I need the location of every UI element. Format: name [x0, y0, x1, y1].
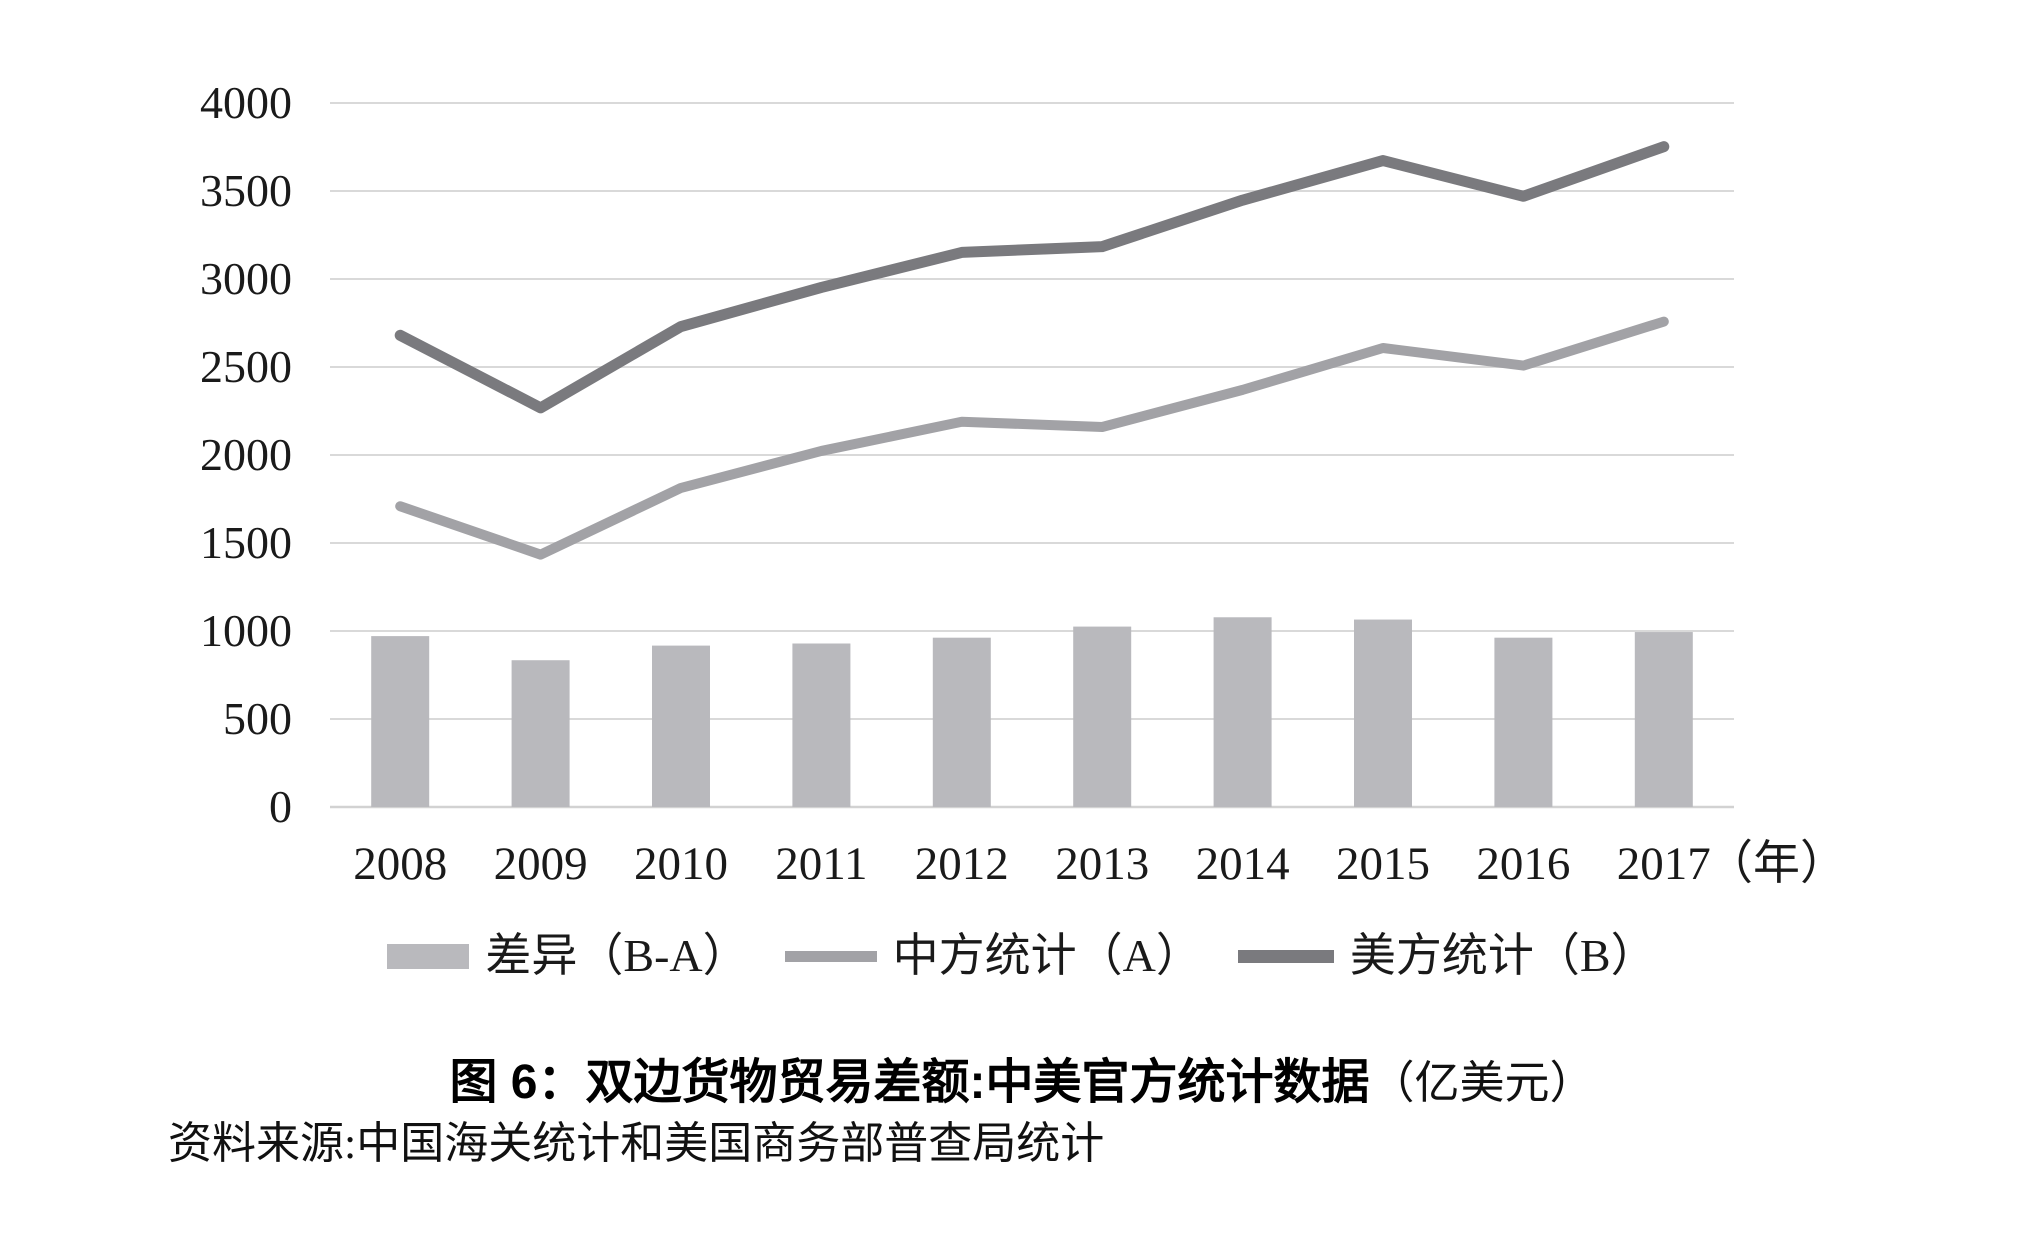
y-tick-label: 3500: [200, 165, 292, 216]
x-tick-label: 2016: [1476, 838, 1571, 890]
legend-line-swatch-icon: [1237, 949, 1334, 963]
bar-2008: [371, 636, 430, 807]
bar-2011: [792, 643, 851, 807]
y-tick-label: 4000: [200, 77, 292, 128]
bar-2015: [1354, 619, 1412, 807]
y-tick-label: 2000: [200, 429, 292, 480]
legend-label: 差异（B-A）: [485, 930, 749, 981]
legend-bar-swatch-icon: [387, 943, 470, 969]
legend-item: 美方统计（B）: [1237, 928, 1657, 984]
legend-item: 差异（B-A）: [387, 928, 749, 984]
y-tick-label: 1000: [200, 605, 292, 656]
line-series-1: [395, 316, 1669, 560]
x-tick-label: 2011: [775, 838, 868, 890]
legend-label: 美方统计（B）: [1349, 930, 1657, 981]
figure-caption: 图 6：双边货物贸易差额:中美官方统计数据（亿美元）: [0, 1042, 2044, 1112]
legend-line-swatch-icon: [784, 950, 877, 962]
caption-title: 图 6：双边货物贸易差额:中美官方统计数据: [449, 1056, 1370, 1109]
y-tick-label: 2500: [200, 341, 292, 392]
x-tick-label: 2010: [634, 838, 728, 890]
x-tick-label: 2017: [1616, 838, 1711, 890]
bar-2012: [932, 637, 991, 807]
x-tick-label: 2013: [1055, 838, 1150, 890]
y-tick-label: 0: [269, 781, 292, 832]
x-tick-label: 2012: [914, 838, 1009, 890]
y-tick-label: 1500: [200, 517, 292, 568]
bar-2017: [1634, 632, 1693, 807]
chart-legend: 差异（B-A） 中方统计（A） 美方统计（B）: [0, 926, 2044, 986]
x-tick-label: 2014: [1195, 838, 1290, 890]
legend-item: 中方统计（A）: [784, 928, 1202, 984]
x-tick-label: 2008: [353, 838, 448, 890]
bar-2009: [511, 660, 570, 807]
source-note: 资料来源:中国海关统计和美国商务部普查局统计: [168, 1119, 1105, 1168]
line-series-2: [394, 141, 1670, 414]
bar-2010: [652, 645, 710, 807]
x-tick-label: 2015: [1336, 838, 1430, 890]
bar-2013: [1073, 626, 1132, 807]
legend-label: 中方统计（A）: [892, 930, 1202, 981]
x-axis-unit-label: （年）: [1706, 838, 1847, 890]
bar-2014: [1213, 617, 1272, 807]
bar-2016: [1494, 637, 1553, 807]
x-tick-label: 2009: [493, 838, 588, 890]
y-tick-label: 500: [223, 693, 292, 744]
y-tick-label: 3000: [200, 253, 292, 304]
caption-unit: （亿美元）: [1369, 1058, 1595, 1108]
chart-canvas: [330, 102, 1734, 809]
bar-series: [371, 617, 1693, 807]
